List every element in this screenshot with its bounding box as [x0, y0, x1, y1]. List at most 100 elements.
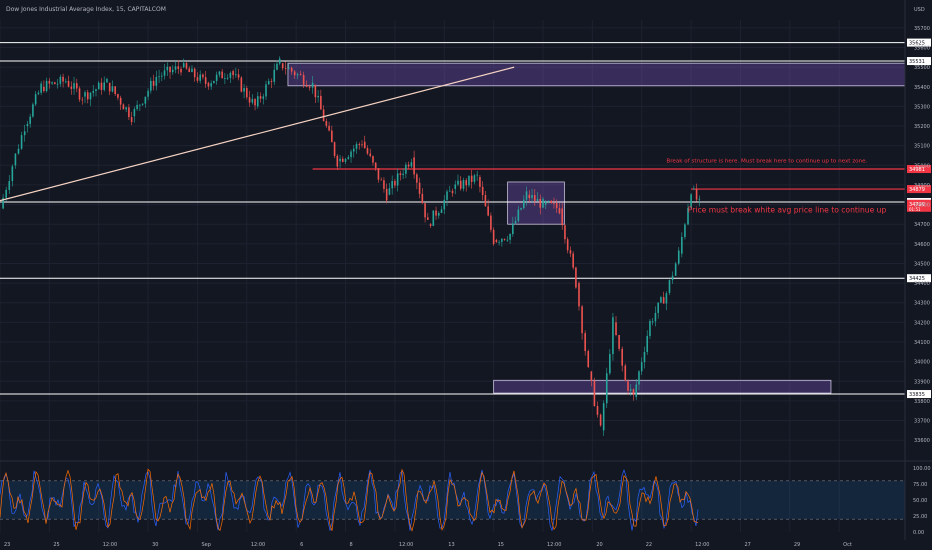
candle-body-130: [363, 141, 366, 149]
candle-body-171: [476, 174, 478, 176]
x-tick-4: Sep: [201, 542, 210, 548]
candle-body-63: [177, 66, 180, 69]
candle-body-159: [443, 199, 446, 210]
candle-body-64: [180, 68, 182, 73]
candle-body-182: [506, 239, 509, 241]
x-tick-10: 15: [498, 542, 504, 548]
candle-body-31: [89, 92, 92, 100]
y-tick-12: 34800: [914, 203, 930, 209]
candle-body-81: [226, 77, 229, 79]
zone-2: [493, 379, 832, 394]
resistance-0-label: 34981: [909, 167, 925, 173]
candle-body-79: [221, 71, 223, 79]
candle-body-123: [344, 159, 347, 162]
candles: [2, 56, 701, 436]
candle-body-249: [698, 198, 701, 200]
candle-body-69: [193, 68, 196, 78]
candle-body-241: [674, 263, 677, 276]
candle-body-73: [204, 77, 207, 84]
y-tick-21: 35700: [914, 26, 930, 32]
candle-body-246: [690, 194, 692, 208]
indicator-tick-2: 50.00: [913, 498, 927, 504]
candle-body-82: [229, 72, 232, 78]
candle-body-186: [517, 209, 520, 221]
y-tick-18: 35400: [914, 85, 930, 91]
candle-body-237: [662, 297, 665, 304]
candle-body-124: [347, 157, 350, 160]
candle-body-77: [215, 74, 218, 81]
candle-body-93: [259, 96, 262, 99]
x-tick-13: 22: [646, 542, 652, 548]
candle-body-54: [152, 80, 155, 86]
y-tick-19: 35500: [914, 65, 930, 71]
zone-1: [507, 181, 565, 225]
candle-body-202: [561, 208, 563, 226]
candle-body-198: [550, 200, 553, 203]
annotation-0: Break of structure is here. Must break h…: [666, 158, 867, 164]
candle-body-224: [627, 381, 629, 391]
x-tick-5: 12:00: [251, 542, 265, 548]
chart-title: Dow Jones Industrial Average Index, 15, …: [6, 6, 166, 13]
x-tick-11: 12:00: [547, 542, 561, 548]
level-0-tag: [907, 38, 931, 47]
candle-body-68: [191, 68, 193, 73]
annotation-1: Price must break white avg price line to…: [688, 205, 887, 214]
candle-body-207: [575, 267, 577, 288]
level-0-label: 35625: [909, 41, 925, 47]
candle-body-145: [405, 164, 407, 174]
candle-body-210: [584, 333, 586, 352]
candle-body-27: [78, 88, 81, 100]
notes: Break of structure is here. Must break h…: [666, 158, 886, 214]
candle-body-127: [355, 144, 358, 149]
candle-body-95: [265, 84, 267, 97]
resistance-1-tag: [907, 185, 931, 194]
candle-body-21: [62, 76, 64, 82]
candle-body-197: [547, 200, 550, 202]
candle-body-122: [342, 158, 344, 162]
candle-body-1: [5, 189, 7, 198]
candle-body-212: [590, 371, 593, 381]
candle-body-139: [388, 188, 391, 195]
candle-body-172: [479, 177, 481, 187]
candle-body-131: [366, 148, 369, 154]
candle-body-74: [207, 82, 210, 87]
candle-body-226: [632, 389, 635, 395]
indicator-tick-1: 25.00: [913, 514, 927, 520]
candle-body-160: [446, 191, 448, 200]
candle-body-89: [248, 97, 251, 103]
candle-body-38: [108, 82, 111, 92]
candle-body-97: [270, 81, 273, 82]
candle-body-231: [646, 335, 649, 352]
candle-body-85: [237, 74, 240, 78]
candle-body-216: [602, 403, 605, 431]
current-price-label: 34799: [909, 202, 925, 208]
candle-body-7: [23, 131, 26, 136]
candle-body-105: [293, 71, 296, 76]
candle-body-94: [262, 96, 265, 99]
y-tick-1: 33700: [914, 419, 930, 425]
candle-body-129: [361, 144, 363, 146]
resistance-0-tag: [907, 165, 931, 174]
x-tick-16: 29: [794, 542, 800, 548]
y-tick-13: 34900: [914, 183, 930, 189]
candle-body-195: [542, 198, 544, 208]
level-3-label: 33835: [909, 392, 925, 398]
level-1-tag: [907, 57, 931, 66]
candle-body-84: [235, 74, 237, 76]
candle-body-153: [427, 217, 429, 220]
candle-body-112: [314, 84, 317, 98]
y-tick-7: 34300: [914, 301, 930, 307]
candle-body-128: [358, 144, 361, 145]
x-tick-7: 8: [350, 542, 353, 548]
candle-body-43: [122, 104, 125, 110]
candle-body-4: [14, 153, 17, 166]
candle-body-76: [213, 80, 215, 84]
candle-body-227: [635, 384, 638, 397]
candle-body-100: [278, 58, 281, 64]
candle-body-136: [380, 179, 382, 181]
candle-body-148: [413, 157, 415, 175]
candle-body-5: [17, 148, 20, 154]
candle-body-215: [599, 414, 602, 426]
